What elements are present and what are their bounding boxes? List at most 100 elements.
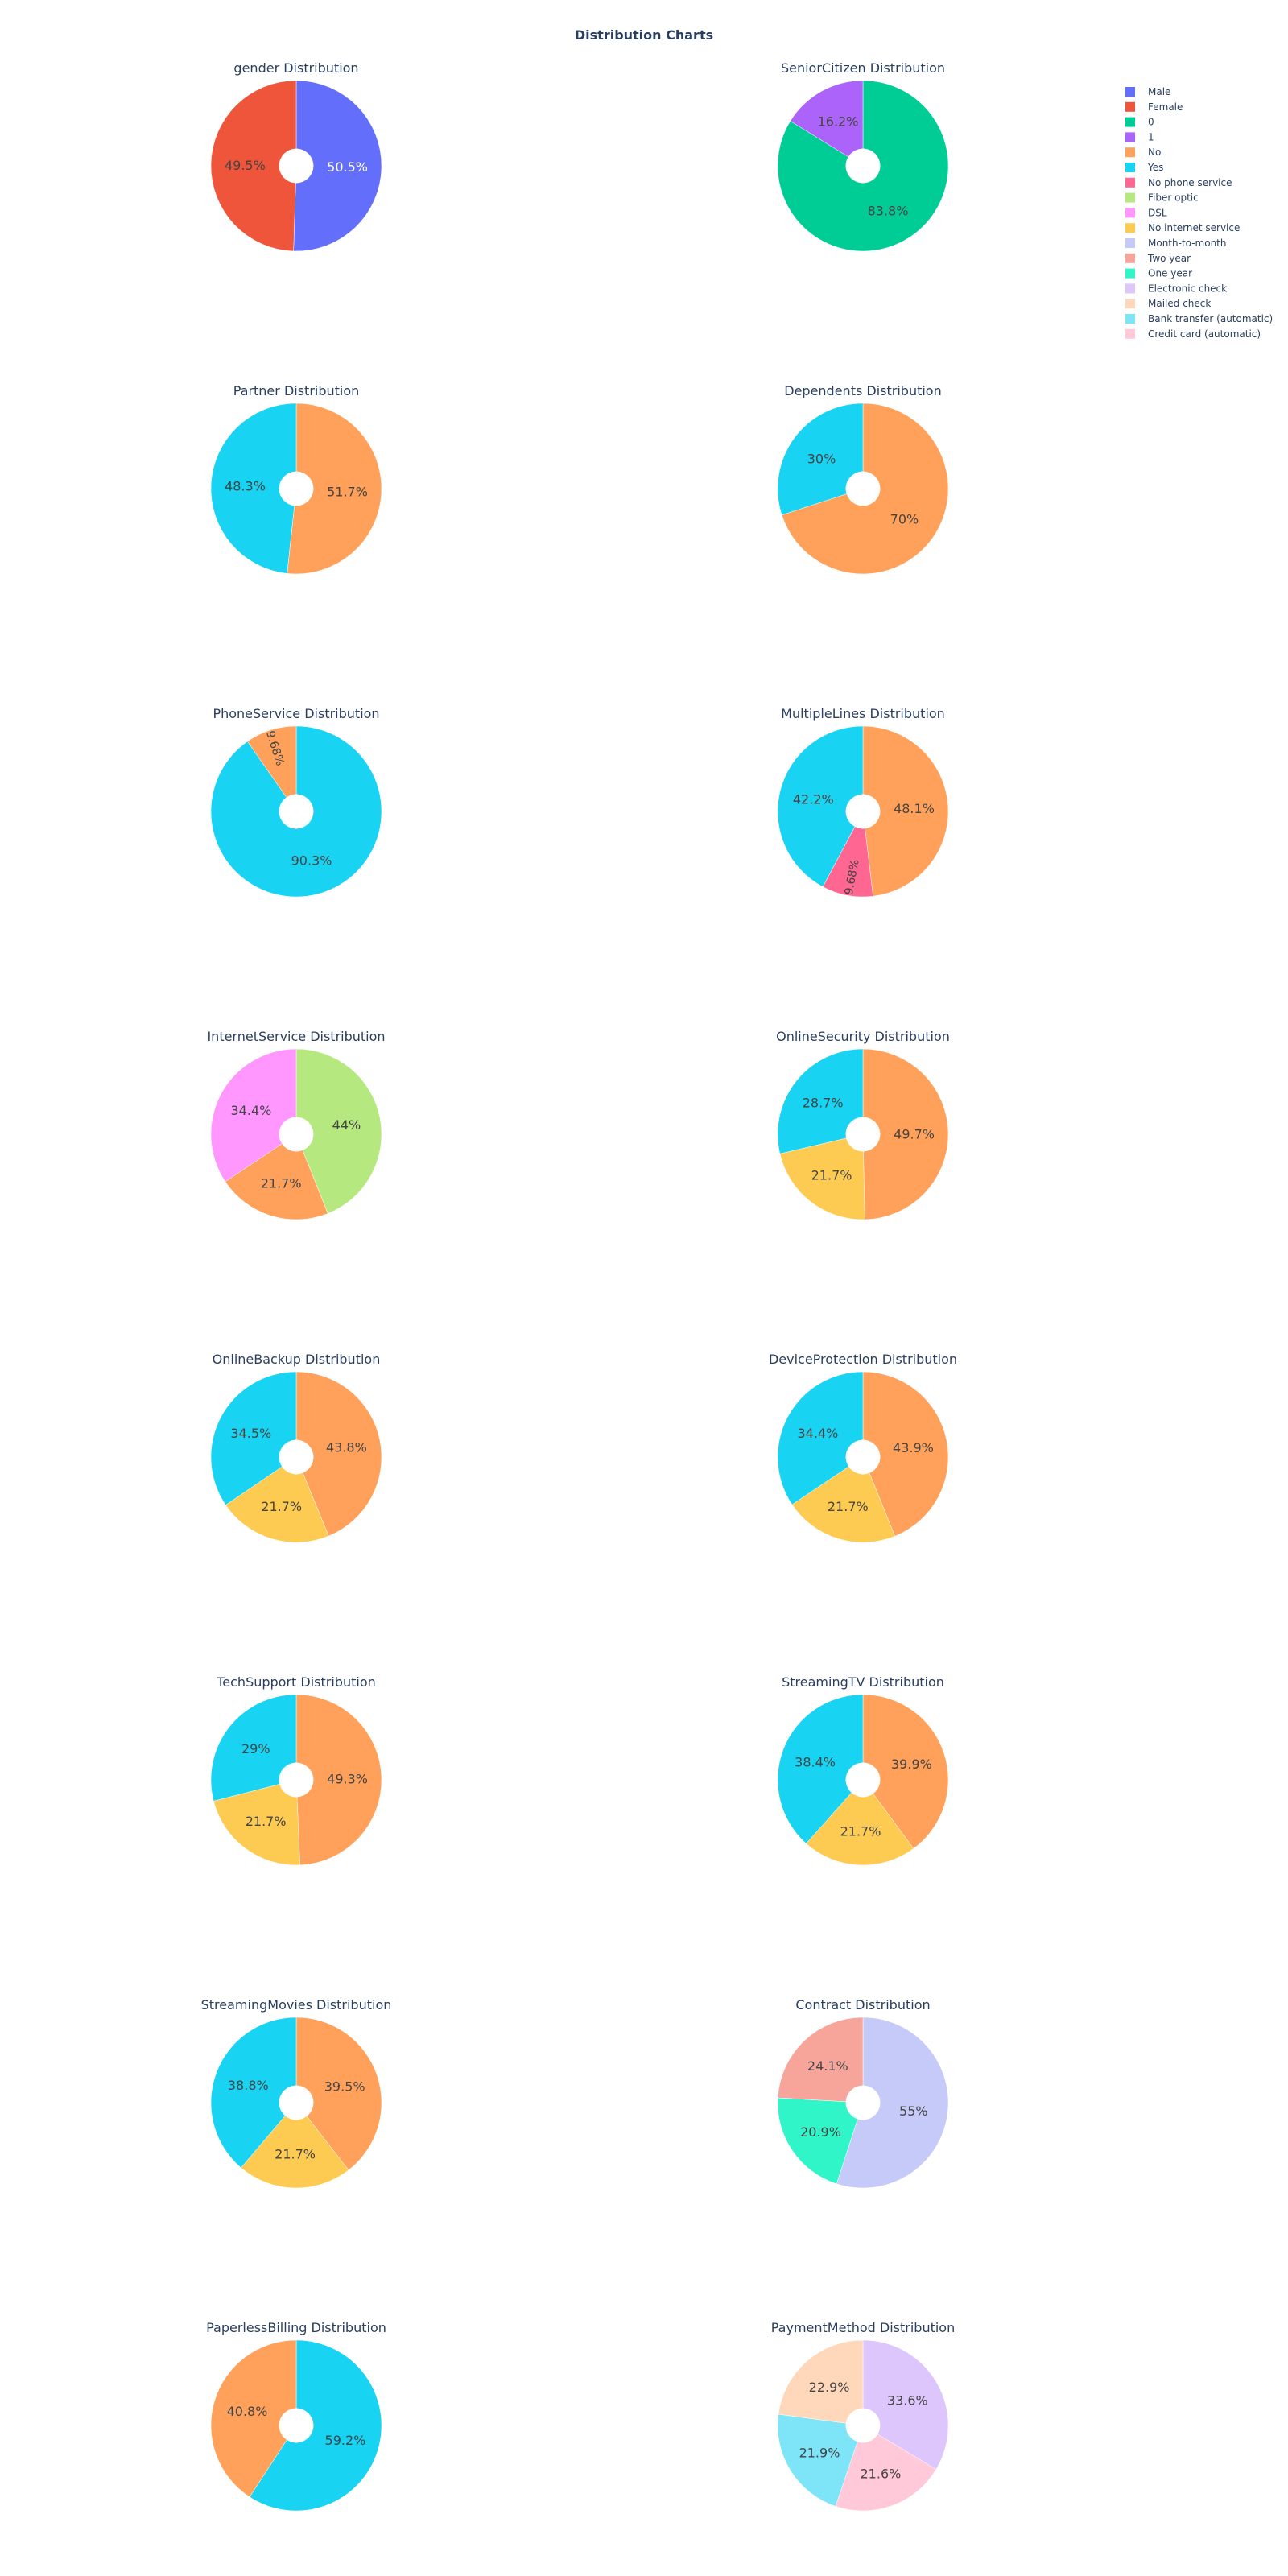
pie-techsupport: TechSupport Distribution 49.3% 21.7% 29% <box>210 1674 382 1866</box>
legend-item[interactable]: Bank transfer (automatic) <box>1125 313 1273 324</box>
legend-item[interactable]: No phone service <box>1125 177 1232 188</box>
legend-label: 0 <box>1148 117 1154 128</box>
pie-slice-dependents-1 <box>777 402 864 516</box>
legend-label: No internet service <box>1148 222 1240 233</box>
pie-contract: Contract Distribution 55% 20.9% 24.1% <box>777 1997 949 2189</box>
pie-slice-multiplelines-1 <box>822 826 873 898</box>
pie-label-internetservice-1: 21.7% <box>261 1176 302 1191</box>
legend-item[interactable]: Credit card (automatic) <box>1125 328 1261 340</box>
pie-slice-streamingmovies-1 <box>241 2115 349 2189</box>
pie-slice-phoneservice-0 <box>210 725 382 898</box>
pie-label-onlinebackup-1: 21.7% <box>261 1499 302 1514</box>
pie-slice-streamingtv-0 <box>862 1694 949 1849</box>
pie-slice-paperlessbilling-0 <box>249 2339 382 2512</box>
pie-label-internetservice-0: 44% <box>332 1117 361 1133</box>
legend-swatch <box>1125 328 1135 339</box>
pie-label-deviceprotection-1: 21.7% <box>828 1499 869 1514</box>
pie-label-streamingmovies-2: 38.8% <box>228 2078 269 2093</box>
pie-slice-partner-1 <box>210 402 297 574</box>
pie-slice-streamingmovies-0 <box>295 2017 382 2171</box>
pie-slice-contract-2 <box>777 2017 864 2103</box>
pie-label-contract-1: 20.9% <box>800 2124 841 2140</box>
pie-slice-paymentmethod-1 <box>835 2434 937 2512</box>
pie-title-multiplelines: MultipleLines Distribution <box>781 706 945 721</box>
legend: Male Female 0 1 No Yes No phone service Fiber o… <box>1125 86 1273 340</box>
legend-swatch <box>1125 177 1135 188</box>
pie-paymentmethod: PaymentMethod Distribution 33.6% 21.6% 21.9… <box>771 2320 955 2512</box>
pie-label-deviceprotection-2: 34.4% <box>797 1426 838 1441</box>
legend-label: No <box>1148 147 1161 158</box>
legend-label: Credit card (automatic) <box>1148 328 1261 340</box>
legend-label: One year <box>1148 268 1192 279</box>
pie-streamingtv: StreamingTV Distribution 39.9% 21.7% 38.4% <box>777 1674 949 1866</box>
legend-swatch <box>1125 268 1135 279</box>
pie-seniorcitizen: SeniorCitizen Distribution 83.8% 16.2% <box>777 60 949 252</box>
legend-label: Fiber optic <box>1148 192 1199 204</box>
figure-title: Distribution Charts <box>575 27 713 43</box>
legend-item[interactable]: Female <box>1125 101 1183 113</box>
pie-label-deviceprotection-0: 43.9% <box>893 1440 934 1455</box>
pie-slice-multiplelines-0 <box>862 725 949 897</box>
legend-item[interactable]: Yes <box>1125 162 1163 173</box>
pie-dependents: Dependents Distribution 70% 30% <box>777 383 949 575</box>
legend-item[interactable]: 1 <box>1125 131 1154 142</box>
pie-multiplelines: MultipleLines Distribution48.1%9.68%42.2… <box>777 706 949 898</box>
legend-item[interactable]: Electronic check <box>1125 283 1227 294</box>
pie-paperlessbilling: PaperlessBilling Distribution 59.2% 40.8% <box>206 2320 386 2512</box>
pie-slice-onlinebackup-0 <box>295 1371 382 1537</box>
pie-streamingmovies: StreamingMovies Distribution 39.5% 21.7% 38… <box>201 1997 392 2189</box>
pie-slice-techsupport-2 <box>210 1694 297 1802</box>
pie-slice-deviceprotection-0 <box>862 1371 949 1537</box>
legend-item[interactable]: Two year <box>1125 253 1191 264</box>
pie-label-onlinebackup-0: 43.8% <box>326 1440 367 1455</box>
legend-swatch <box>1125 117 1135 127</box>
pie-slice-paymentmethod-2 <box>777 2413 858 2507</box>
pie-label-multiplelines-0: 48.1% <box>894 801 935 816</box>
pie-slice-multiplelines-2 <box>777 725 864 887</box>
pie-title-streamingmovies: StreamingMovies Distribution <box>201 1997 392 2013</box>
legend-item[interactable]: Mailed check <box>1125 298 1211 309</box>
legend-item[interactable]: No internet service <box>1125 222 1240 233</box>
legend-item[interactable]: DSL <box>1125 207 1167 218</box>
legend-swatch <box>1125 101 1135 112</box>
pie-label-gender-0: 50.5% <box>327 159 368 175</box>
pie-label-techsupport-1: 21.7% <box>246 1814 287 1829</box>
pie-partner: Partner Distribution 51.7% 48.3% <box>210 383 382 575</box>
pie-slice-phoneservice-1 <box>247 725 297 798</box>
pie-label-paperlessbilling-0: 59.2% <box>325 2433 366 2448</box>
legend-item[interactable]: No <box>1125 147 1161 158</box>
pie-label-contract-0: 55% <box>899 2103 928 2119</box>
pie-slice-gender-1 <box>210 80 297 252</box>
pie-label-techsupport-0: 49.3% <box>327 1772 368 1787</box>
legend-swatch <box>1125 208 1135 218</box>
legend-label: No phone service <box>1148 177 1232 188</box>
pie-onlinesecurity: OnlineSecurity Distribution 49.7% 21.7% 28.… <box>776 1029 950 1220</box>
pie-title-paymentmethod: PaymentMethod Distribution <box>771 2320 955 2335</box>
legend-swatch <box>1125 314 1135 324</box>
pie-label-paymentmethod-2: 21.9% <box>799 2446 840 2461</box>
legend-item[interactable]: Month-to-month <box>1125 237 1227 249</box>
pie-slice-contract-0 <box>836 2017 949 2189</box>
legend-item[interactable]: 0 <box>1125 117 1154 128</box>
pie-slice-onlinesecurity-0 <box>862 1048 949 1220</box>
legend-swatch <box>1125 147 1135 158</box>
pie-label-onlinebackup-2: 34.5% <box>230 1426 271 1441</box>
pie-label-partner-0: 51.7% <box>327 484 368 499</box>
legend-item[interactable]: One year <box>1125 268 1192 279</box>
legend-swatch <box>1125 299 1135 309</box>
pie-label-dependents-0: 70% <box>890 511 919 526</box>
pie-slice-techsupport-0 <box>295 1694 382 1866</box>
pie-slice-deviceprotection-2 <box>777 1371 864 1505</box>
legend-item[interactable]: Male <box>1125 86 1170 97</box>
pie-slice-contract-1 <box>777 2097 858 2185</box>
pie-slice-onlinesecurity-2 <box>777 1048 864 1154</box>
legend-label: Male <box>1148 86 1170 97</box>
pie-grid: gender Distribution 50.5% 49.5% SeniorCitiz… <box>201 60 957 2512</box>
pie-slice-techsupport-1 <box>213 1783 300 1866</box>
legend-swatch <box>1125 87 1135 97</box>
pie-slice-partner-0 <box>287 402 382 575</box>
legend-item[interactable]: Fiber optic <box>1125 192 1199 204</box>
pie-title-techsupport: TechSupport Distribution <box>216 1674 376 1690</box>
pie-title-onlinesecurity: OnlineSecurity Distribution <box>776 1029 950 1044</box>
